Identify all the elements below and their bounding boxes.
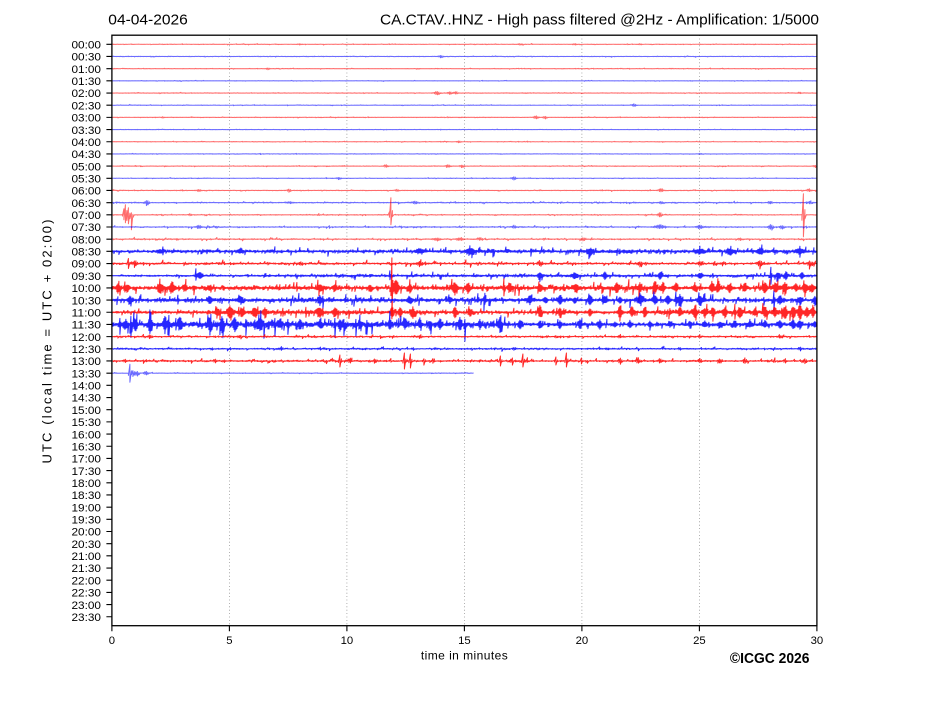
svg-text:05:00: 05:00 [72, 161, 102, 173]
svg-text:08:30: 08:30 [72, 247, 102, 259]
svg-text:18:30: 18:30 [72, 490, 102, 502]
svg-text:01:30: 01:30 [72, 76, 102, 88]
svg-text:04-04-2026: 04-04-2026 [108, 13, 188, 29]
svg-text:0: 0 [109, 635, 115, 647]
svg-text:13:00: 13:00 [72, 356, 102, 368]
svg-text:19:30: 19:30 [72, 515, 102, 527]
svg-text:17:00: 17:00 [72, 454, 102, 466]
svg-text:09:00: 09:00 [72, 259, 102, 271]
svg-text:12:00: 12:00 [72, 332, 102, 344]
svg-text:02:00: 02:00 [72, 88, 102, 100]
svg-text:16:00: 16:00 [72, 429, 102, 441]
svg-text:00:30: 00:30 [72, 52, 102, 64]
svg-text:05:30: 05:30 [72, 173, 102, 185]
svg-text:14:30: 14:30 [72, 393, 102, 405]
svg-text:15:00: 15:00 [72, 405, 102, 417]
svg-text:30: 30 [811, 635, 824, 647]
svg-text:03:30: 03:30 [72, 125, 102, 137]
svg-text:08:00: 08:00 [72, 234, 102, 246]
svg-text:12:30: 12:30 [72, 344, 102, 356]
svg-text:01:00: 01:00 [72, 64, 102, 76]
svg-text:15: 15 [458, 635, 471, 647]
svg-text:20: 20 [576, 635, 589, 647]
svg-text:09:30: 09:30 [72, 271, 102, 283]
svg-text:20:00: 20:00 [72, 527, 102, 539]
svg-text:14:00: 14:00 [72, 381, 102, 393]
svg-text:21:30: 21:30 [72, 563, 102, 575]
svg-text:©ICGC 2026: ©ICGC 2026 [730, 651, 810, 667]
svg-text:UTC (local time = UTC + 02:00): UTC (local time = UTC + 02:00) [40, 220, 55, 464]
svg-text:time in minutes: time in minutes [421, 649, 508, 663]
svg-text:23:00: 23:00 [72, 600, 102, 612]
svg-text:18:00: 18:00 [72, 478, 102, 490]
svg-text:07:30: 07:30 [72, 222, 102, 234]
svg-text:21:00: 21:00 [72, 551, 102, 563]
svg-text:04:00: 04:00 [72, 137, 102, 149]
svg-text:10:00: 10:00 [72, 283, 102, 295]
svg-text:10: 10 [341, 635, 354, 647]
svg-text:20:30: 20:30 [72, 539, 102, 551]
svg-text:10:30: 10:30 [72, 295, 102, 307]
svg-text:04:30: 04:30 [72, 149, 102, 161]
svg-text:17:30: 17:30 [72, 466, 102, 478]
svg-text:02:30: 02:30 [72, 100, 102, 112]
svg-text:13:30: 13:30 [72, 368, 102, 380]
svg-text:06:00: 06:00 [72, 186, 102, 198]
svg-text:23:30: 23:30 [72, 612, 102, 624]
svg-text:03:00: 03:00 [72, 113, 102, 125]
svg-text:06:30: 06:30 [72, 198, 102, 210]
svg-text:CA.CTAV..HNZ - High pass filte: CA.CTAV..HNZ - High pass filtered @2Hz -… [380, 13, 819, 29]
svg-text:11:30: 11:30 [72, 320, 102, 332]
svg-text:22:00: 22:00 [72, 575, 102, 587]
svg-text:15:30: 15:30 [72, 417, 102, 429]
svg-text:22:30: 22:30 [72, 588, 102, 600]
svg-text:00:00: 00:00 [72, 40, 102, 52]
svg-text:16:30: 16:30 [72, 441, 102, 453]
svg-text:07:00: 07:00 [72, 210, 102, 222]
svg-text:25: 25 [693, 635, 706, 647]
svg-text:11:00: 11:00 [72, 307, 102, 319]
svg-text:5: 5 [226, 635, 232, 647]
svg-text:19:00: 19:00 [72, 502, 102, 514]
